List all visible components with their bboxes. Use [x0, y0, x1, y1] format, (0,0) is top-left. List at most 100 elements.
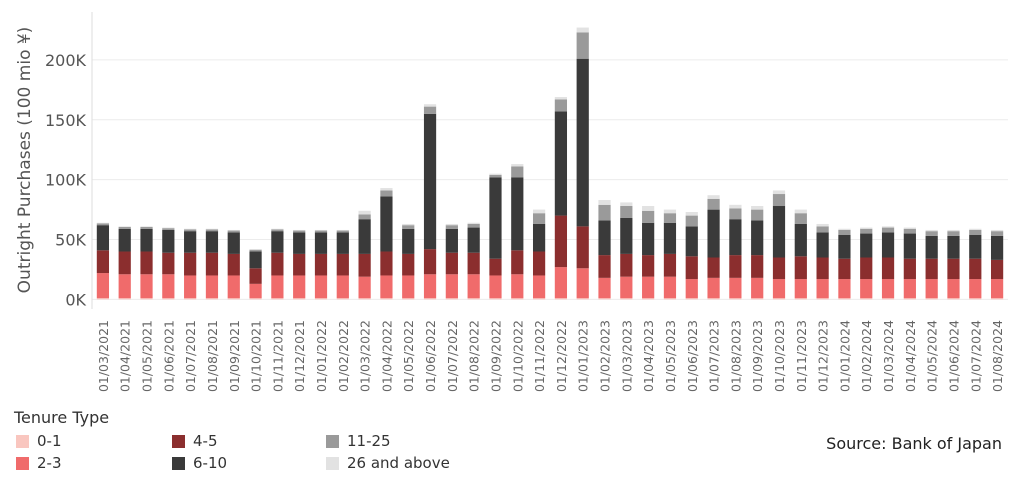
bar-segment-4-5 [314, 253, 328, 276]
bar-segment-4-5 [511, 250, 524, 275]
bar-segment-4-5 [729, 255, 742, 278]
bar-segment-0-1 [947, 298, 960, 300]
bar-segment-11-25 [925, 231, 938, 236]
bar-segment-4-5 [947, 258, 960, 280]
bar-segment-6-10 [925, 235, 938, 259]
bar-segment-26-and-above [423, 104, 437, 107]
bar-segment-26-and-above [554, 97, 568, 100]
x-tick-label: 01/03/2021 [96, 320, 111, 392]
bar-segment-26-and-above [489, 173, 502, 175]
x-tick-label: 01/02/2022 [336, 320, 351, 392]
bar-segment-11-25 [772, 194, 786, 207]
x-tick-label: 01/07/2021 [183, 320, 198, 392]
bar-segment-4-5 [860, 257, 873, 280]
bar-segment-6-10 [423, 113, 437, 250]
x-tick-label: 01/06/2022 [423, 320, 438, 392]
bar-segment-11-25 [249, 249, 262, 252]
legend-label: 6-10 [193, 454, 228, 472]
bar-segment-2-3 [511, 274, 524, 299]
x-tick-label: 01/09/2022 [488, 320, 503, 392]
legend-item-6-10: 6-10 [172, 454, 227, 472]
bar-segment-26-and-above [947, 229, 960, 232]
bar-segment-4-5 [969, 258, 982, 280]
bar-segment-11-25 [598, 204, 611, 221]
bar-segment-6-10 [990, 235, 1004, 260]
bar-segment-4-5 [903, 258, 916, 280]
bar-segment-2-3 [336, 275, 349, 299]
bar-segment-26-and-above [118, 226, 131, 227]
bar-segment-4-5 [380, 251, 393, 276]
bar-segment-0-1 [467, 298, 480, 300]
bar-segment-0-1 [990, 298, 1004, 300]
bar-segment-6-10 [140, 228, 153, 252]
x-tick-label: 01/01/2024 [837, 320, 852, 392]
x-tick-label: 01/04/2022 [379, 320, 394, 392]
x-tick-label: 01/08/2023 [728, 320, 743, 392]
bar-segment-6-10 [620, 217, 633, 254]
bar-segment-2-3 [990, 279, 1004, 299]
bar-segment-0-1 [293, 298, 306, 300]
bar-segment-2-3 [772, 279, 786, 299]
bar-segment-2-3 [642, 276, 655, 299]
bar-segment-2-3 [598, 277, 611, 299]
bar-segment-6-10 [532, 223, 546, 252]
x-tick-label: 01/01/2022 [314, 320, 329, 392]
bar-segment-26-and-above [881, 226, 895, 228]
legend-label: 26 and above [347, 454, 450, 472]
x-tick-label: 01/12/2022 [554, 320, 569, 392]
bar-segment-6-10 [314, 232, 328, 254]
bar-segment-26-and-above [990, 229, 1004, 232]
bar-segment-11-25 [685, 215, 698, 227]
bar-segment-6-10 [554, 111, 568, 216]
bar-segment-0-1 [554, 298, 568, 300]
bar-segment-26-and-above [751, 206, 764, 210]
bar-segment-6-10 [162, 229, 175, 253]
x-tick-label: 01/08/2021 [205, 320, 220, 392]
bar-segment-6-10 [467, 227, 480, 253]
source-note: Source: Bank of Japan [826, 434, 1002, 453]
bar-segment-4-5 [336, 253, 349, 276]
bar-segment-26-and-above [794, 209, 807, 214]
bar-segment-11-25 [293, 230, 306, 233]
x-tick-label: 01/10/2021 [249, 320, 264, 392]
bar-segment-2-3 [184, 275, 197, 299]
bar-segment-2-3 [227, 275, 240, 299]
bar-segment-6-10 [947, 235, 960, 259]
bar-segment-11-25 [227, 230, 240, 233]
bar-segment-2-3 [489, 275, 502, 299]
bar-segment-6-10 [576, 58, 589, 227]
bar-segment-2-3 [249, 283, 262, 299]
bar-segment-2-3 [423, 274, 437, 299]
bar-segment-26-and-above [140, 226, 153, 227]
bar-segment-2-3 [402, 275, 415, 299]
x-tick-label: 01/09/2021 [227, 320, 242, 392]
bar-segment-0-1 [903, 298, 916, 300]
bar-segment-6-10 [227, 232, 240, 254]
bar-segment-4-5 [685, 256, 698, 280]
bar-segment-0-1 [707, 298, 720, 300]
bar-segment-26-and-above [969, 228, 982, 230]
bar-segment-6-10 [249, 251, 262, 269]
bar-segment-2-3 [445, 274, 458, 299]
bar-segment-11-25 [489, 174, 502, 178]
y-tick-label: 50K [55, 231, 86, 250]
bar-segment-2-3 [903, 279, 916, 299]
bar-segment-6-10 [969, 234, 982, 259]
bar-segment-0-1 [249, 298, 262, 300]
x-tick-label: 01/04/2023 [641, 320, 656, 392]
legend-item-4-5: 4-5 [172, 432, 218, 450]
bar-segment-11-25 [511, 166, 524, 178]
bar-segment-11-25 [358, 214, 371, 220]
bar-segment-4-5 [838, 258, 851, 280]
bar-segment-4-5 [227, 253, 240, 276]
bar-segment-26-and-above [729, 204, 742, 209]
bar-segment-2-3 [532, 275, 546, 299]
bar-segment-26-and-above [532, 209, 546, 214]
bar-segment-4-5 [140, 251, 153, 275]
bar-segment-26-and-above [184, 228, 197, 230]
bar-segment-0-1 [969, 298, 982, 300]
bar-segment-2-3 [751, 277, 764, 299]
bar-segment-2-3 [729, 277, 742, 299]
bar-segment-6-10 [881, 232, 895, 258]
bar-segment-0-1 [336, 298, 349, 300]
